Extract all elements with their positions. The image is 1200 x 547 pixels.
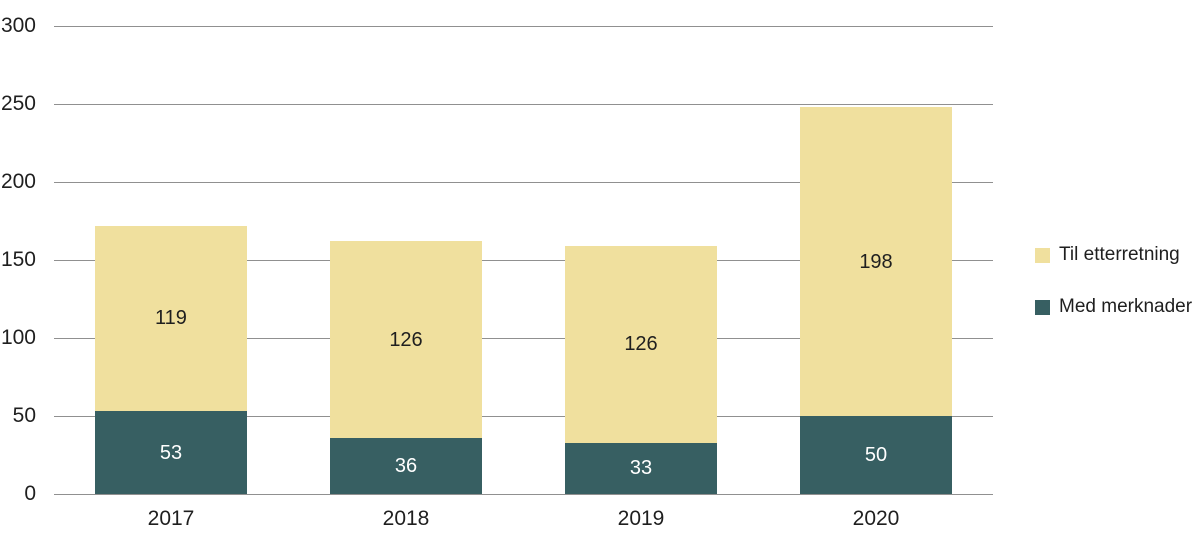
bar-value-label: 126 — [389, 328, 423, 351]
bar-value-label: 119 — [155, 307, 187, 330]
y-axis-tick-label: 100 — [0, 326, 36, 349]
bar-2018-med-merknader: 36 — [330, 437, 482, 494]
gridline-y-150 — [54, 260, 993, 261]
legend-label: Til etterretning — [1059, 244, 1180, 265]
bar-value-label: 36 — [394, 454, 418, 477]
y-axis-tick-label: 0 — [24, 482, 36, 505]
bar-2017-med-merknader: 53 — [95, 411, 247, 494]
legend-item-med-merknader: Med merknader — [1035, 296, 1192, 318]
gridline-y-250 — [54, 104, 993, 105]
legend-swatch-icon — [1035, 247, 1050, 263]
gridline-y-200 — [54, 182, 993, 183]
bar-2017-til-etterretning: 119 — [95, 225, 247, 412]
y-axis-tick-label: 200 — [0, 170, 36, 193]
bar-value-label: 33 — [629, 457, 653, 480]
legend-item-til-etterretning: Til etterretning — [1035, 244, 1180, 266]
bar-2018-til-etterretning: 126 — [330, 241, 482, 438]
gridline-y-0 — [54, 494, 993, 495]
gridline-y-300 — [54, 26, 993, 27]
y-axis-tick-label: 250 — [0, 92, 36, 115]
y-axis-tick-label: 150 — [0, 248, 36, 271]
x-axis-tick-label: 2019 — [617, 507, 665, 530]
legend-label: Med merknader — [1059, 296, 1193, 317]
bar-2019-med-merknader: 33 — [565, 442, 717, 494]
bar-value-label: 50 — [864, 444, 888, 466]
y-axis-tick-label: 50 — [12, 404, 36, 427]
bar-2019-til-etterretning: 126 — [565, 245, 717, 443]
bar-2020-til-etterretning: 198 — [800, 107, 952, 416]
x-axis-tick-label: 2018 — [382, 507, 430, 530]
legend-swatch-icon — [1035, 299, 1050, 315]
gridline-y-100 — [54, 338, 993, 339]
bar-value-label: 198 — [859, 250, 893, 273]
bar-value-label: 53 — [159, 441, 183, 464]
x-axis-tick-label: 2017 — [147, 507, 195, 530]
y-axis-tick-label: 300 — [0, 14, 36, 37]
bar-value-label: 126 — [624, 333, 658, 356]
gridline-y-50 — [54, 416, 993, 417]
bar-2020-med-merknader: 50 — [800, 416, 952, 494]
x-axis-tick-label: 2020 — [852, 507, 900, 530]
